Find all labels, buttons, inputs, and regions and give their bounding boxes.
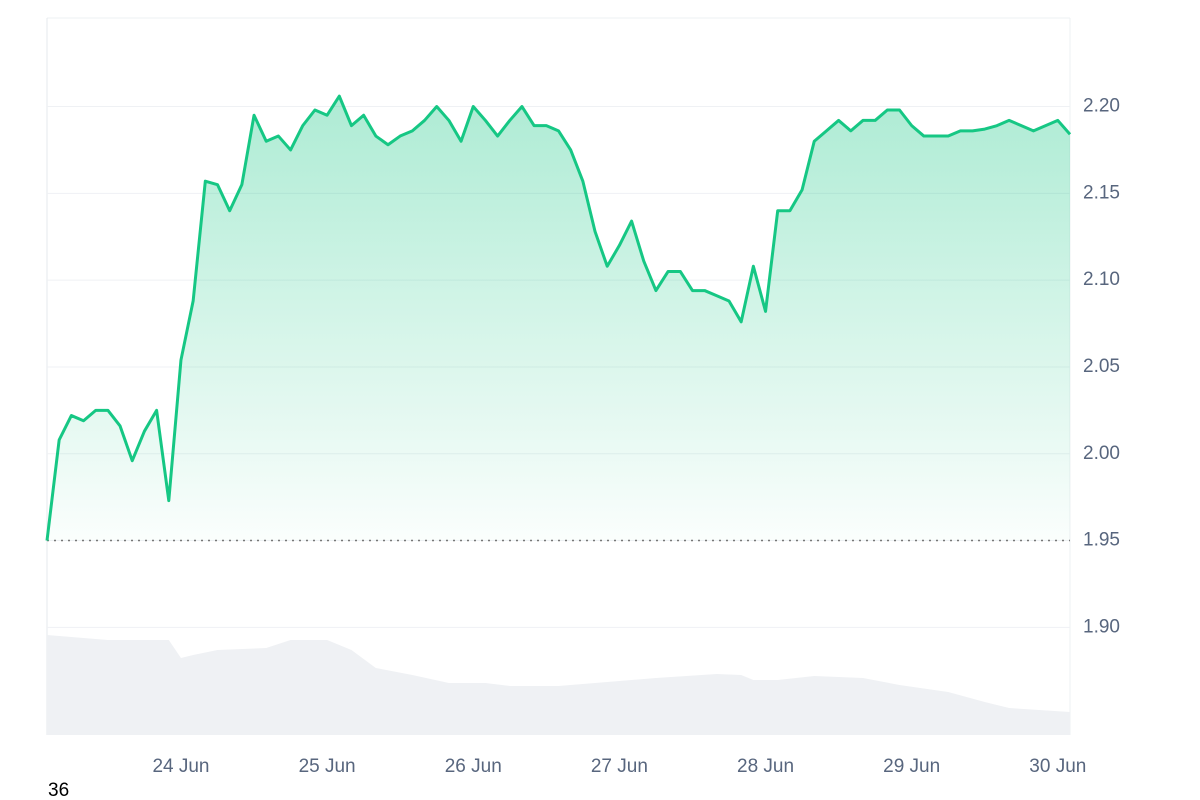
- x-tick-label: 24 Jun: [152, 756, 209, 777]
- y-tick-label: 2.20: [1083, 96, 1120, 117]
- y-tick-label: 2.10: [1083, 269, 1120, 290]
- x-tick-label: 27 Jun: [591, 756, 648, 777]
- y-tick-label: 2.15: [1083, 182, 1120, 203]
- x-tick-label: 25 Jun: [299, 756, 356, 777]
- y-tick-label: 1.90: [1083, 616, 1120, 637]
- x-tick-label: 30 Jun: [1029, 756, 1086, 777]
- x-tick-label: 29 Jun: [883, 756, 940, 777]
- x-tick-label: 28 Jun: [737, 756, 794, 777]
- y-tick-label: 2.05: [1083, 356, 1120, 377]
- price-line: [45, 94, 1072, 541]
- y-tick-label: 1.95: [1083, 530, 1120, 551]
- volume-area: [47, 635, 1070, 735]
- price-area: [47, 96, 1070, 541]
- footer-text: 36: [48, 780, 69, 800]
- y-tick-label: 2.00: [1083, 443, 1120, 464]
- x-tick-label: 26 Jun: [445, 756, 502, 777]
